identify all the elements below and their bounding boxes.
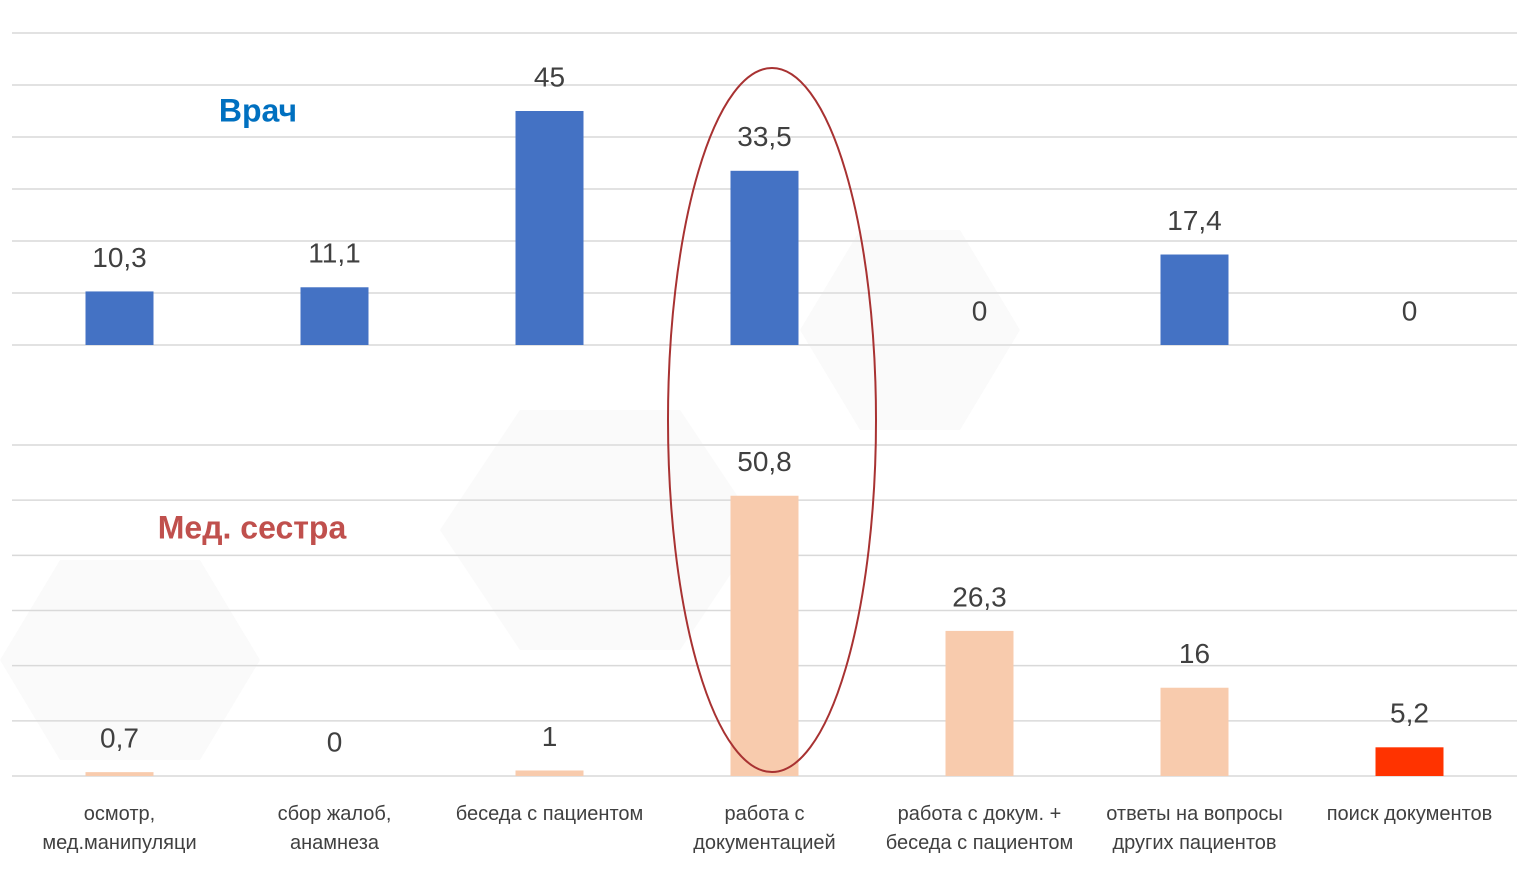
x-tick-label: ответы на вопросы других пациентов — [1106, 803, 1283, 854]
data-label: 0 — [327, 726, 343, 757]
bar — [515, 111, 584, 345]
data-label: 5,2 — [1390, 698, 1429, 729]
data-label: 0 — [1402, 295, 1418, 326]
x-tick-label: поиск документов — [1326, 803, 1493, 825]
data-label: 45 — [534, 61, 565, 92]
data-label: 26,3 — [952, 581, 1007, 612]
bar — [1160, 254, 1229, 345]
bar — [85, 772, 154, 776]
data-label: 0 — [972, 295, 988, 326]
bar — [85, 291, 154, 345]
data-label: 11,1 — [308, 238, 360, 269]
x-tick-label: сбор жалоб, анамнеза — [277, 803, 392, 854]
hexagon — [440, 410, 760, 650]
data-label: 0,7 — [100, 723, 139, 754]
bar — [1160, 687, 1229, 776]
bar — [730, 170, 799, 345]
bar — [730, 495, 799, 776]
data-label: 1 — [542, 721, 558, 752]
x-tick-label: осмотр, мед.манипуляци — [42, 803, 197, 854]
data-label: 10,3 — [92, 242, 147, 273]
bar — [300, 287, 369, 345]
data-label: 16 — [1179, 638, 1210, 669]
data-label: 33,5 — [737, 121, 792, 152]
bar — [515, 770, 584, 776]
x-tick-label: работа с докум. + беседа с пациентом — [885, 803, 1074, 854]
panel-title: Врач — [219, 92, 297, 128]
x-tick-label: беседа с пациентом — [455, 803, 644, 825]
data-label: 17,4 — [1167, 205, 1222, 236]
panel-title: Мед. сестра — [158, 509, 347, 545]
bar — [945, 630, 1014, 776]
x-tick-label: работа с документацией — [693, 803, 836, 854]
data-label: 50,8 — [737, 446, 792, 477]
highlight-ellipse — [667, 67, 877, 773]
bar — [1375, 747, 1444, 776]
hexagon — [800, 230, 1020, 430]
